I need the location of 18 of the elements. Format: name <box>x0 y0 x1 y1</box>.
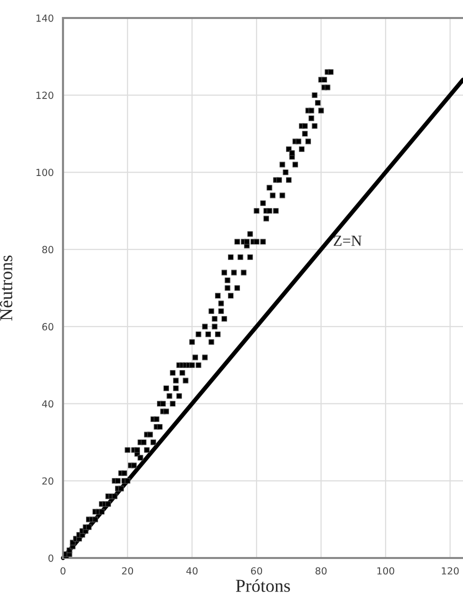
x-tick-label: 60 <box>251 567 262 575</box>
x-tick-label: 40 <box>186 567 198 575</box>
y-tick-label: 140 <box>36 14 54 22</box>
x-tick-label: 80 <box>316 567 327 575</box>
y-axis-title: Nêutrons <box>0 256 12 321</box>
x-tick-label: 120 <box>442 567 459 575</box>
y-tick-label: 80 <box>42 246 54 254</box>
y-tick-label: 40 <box>42 400 54 408</box>
y-tick-label: 20 <box>42 477 54 485</box>
y-tick-label: 60 <box>42 323 54 330</box>
y-tick-label: 0 <box>48 554 54 562</box>
x-axis-title: Prótons <box>236 579 290 592</box>
y-tick-label: 120 <box>36 92 54 99</box>
x-tick-label: 20 <box>122 567 134 575</box>
x-tick-label: 0 <box>60 567 66 575</box>
y-tick-label: 100 <box>36 168 54 176</box>
annotation: Z=N <box>334 236 362 246</box>
x-tick-label: 100 <box>377 567 394 575</box>
